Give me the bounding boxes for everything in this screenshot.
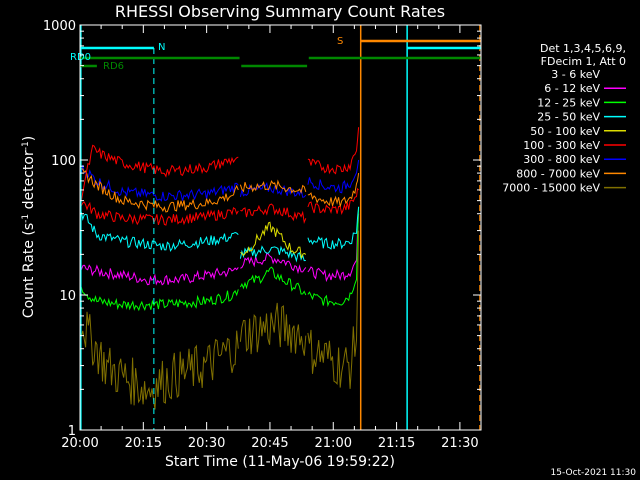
legend-label: 7000 - 15000 keV xyxy=(502,182,600,195)
legend: Det 1,3,4,5,6,9,FDecim 1, Att 03 - 6 keV… xyxy=(502,42,626,195)
annotation-n: N xyxy=(158,42,165,53)
series-line-1-seg-1 xyxy=(240,252,307,275)
legend-label: 25 - 50 keV xyxy=(537,111,600,124)
legend-label: 50 - 100 keV xyxy=(530,125,600,138)
y-axis-label: Count Rate (s-1 detector-1) xyxy=(21,136,37,318)
chart-title: RHESSI Observing Summary Count Rates xyxy=(115,2,445,21)
series-line-4-seg-0 xyxy=(240,221,307,259)
x-tick-label: 21:00 xyxy=(315,436,352,451)
x-tick-label: 20:00 xyxy=(61,436,98,451)
series-line-6-seg-2 xyxy=(307,159,360,194)
y-axis-label-main: Count Rate (s xyxy=(21,223,37,318)
x-axis-label: Start Time (11-May-06 19:59:22) xyxy=(165,454,395,470)
annotation-rd6: RD6 xyxy=(103,61,124,72)
series-line-1-seg-2 xyxy=(307,213,360,283)
annotation-s: S xyxy=(337,36,343,47)
plot-frame xyxy=(79,24,482,431)
legend-label: 12 - 25 keV xyxy=(537,96,600,109)
x-tick-label: 20:45 xyxy=(251,436,288,451)
series-line-9-seg-0 xyxy=(79,144,239,201)
x-tick-label: 21:30 xyxy=(441,436,478,451)
legend-label: 800 - 7000 keV xyxy=(516,167,600,180)
legend-header-0: Det 1,3,4,5,6,9, xyxy=(540,42,626,55)
series-line-2-seg-2 xyxy=(307,206,360,308)
y-tick-label: 100 xyxy=(51,154,76,169)
y-tick-label: 10 xyxy=(59,289,76,304)
series-line-6-seg-1 xyxy=(239,181,307,198)
legend-label: 3 - 6 keV xyxy=(551,68,600,81)
series-line-6-seg-0 xyxy=(79,165,239,202)
y-axis-label-sup1: -1 xyxy=(21,214,31,223)
series-line-5-seg-1 xyxy=(240,203,307,225)
series-line-7-seg-2 xyxy=(307,173,360,207)
annotation-rd0: RD0 xyxy=(70,52,91,63)
x-tick-label: 20:30 xyxy=(188,436,225,451)
series-line-9-seg-1 xyxy=(307,127,360,175)
series-line-5-seg-2 xyxy=(307,187,359,216)
legend-label: 100 - 300 keV xyxy=(523,139,600,152)
footer-date: 15-Oct-2021 11:30 xyxy=(551,468,637,478)
series-line-7-seg-0 xyxy=(79,167,239,213)
legend-label: 300 - 800 keV xyxy=(523,153,600,166)
x-tick-label: 21:15 xyxy=(378,436,415,451)
series-line-7-seg-1 xyxy=(239,179,307,194)
y-axis-label-end: ) xyxy=(21,136,37,141)
y-tick-label: 1 xyxy=(68,424,76,439)
series-line-8-seg-2 xyxy=(307,230,360,389)
series-line-2-seg-1 xyxy=(239,266,307,296)
series-line-3-seg-0 xyxy=(79,211,239,253)
series-line-8-seg-1 xyxy=(239,302,307,356)
series-line-8-seg-0 xyxy=(79,311,239,410)
legend-label: 6 - 12 keV xyxy=(544,82,600,95)
legend-header-1: FDecim 1, Att 0 xyxy=(541,55,626,68)
plot-area: RD0 RD6 N S 1 10 100 1000 20:00 20:15 20:30 20:45 21… xyxy=(43,19,482,451)
series-line-3-seg-1 xyxy=(239,245,306,263)
series-line-3-seg-2 xyxy=(307,206,360,250)
series-line-5-seg-0 xyxy=(79,201,239,226)
series-line-1-seg-0 xyxy=(79,264,239,286)
y-tick-label: 1000 xyxy=(43,19,76,34)
series-line-2-seg-0 xyxy=(79,286,239,312)
y-axis-label-mid: detector xyxy=(21,150,37,214)
x-tick-label: 20:15 xyxy=(125,436,162,451)
y-axis-label-sup2: -1 xyxy=(21,141,31,150)
